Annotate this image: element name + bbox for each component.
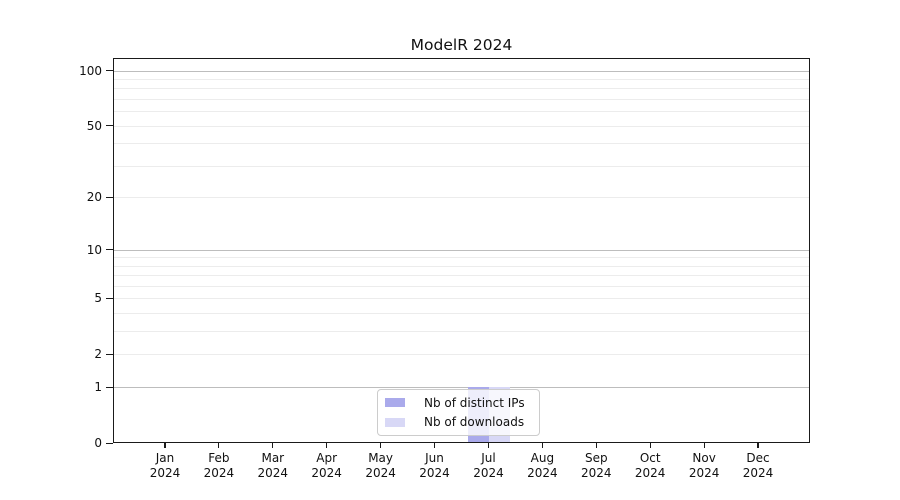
minor-gridline [114,265,809,267]
x-tick-label: Sep 2024 [581,451,612,480]
y-tick-label: 5 [94,291,102,306]
legend-entry-distinct-ips: Nb of distinct IPs [385,394,531,411]
x-tick-label: Jan 2024 [149,451,181,480]
x-tick-label: Jun 2024 [419,451,450,480]
x-tickmark [218,443,220,448]
x-tickmark [541,443,543,448]
legend-swatch-distinct-ips-icon [385,398,405,408]
x-tickmark [595,443,597,448]
legend-entry-downloads: Nb of downloads [385,414,531,431]
y-tick-label: 1 [94,380,102,395]
legend-swatch-downloads-icon [385,417,405,427]
x-tickmark [487,443,490,448]
minor-gridline [114,99,809,100]
minor-gridline [114,354,809,356]
y-tickmark [106,353,113,355]
minor-gridline [114,257,809,259]
x-tickmark [272,443,274,448]
x-tickmark [649,443,651,448]
minor-gridline [114,88,809,90]
major-gridline [114,249,809,251]
y-tickmark [106,386,113,388]
x-tickmark [433,443,436,448]
minor-gridline [114,298,809,300]
x-tickmark [380,443,382,448]
minor-gridline [114,331,809,333]
minor-gridline [114,143,809,145]
x-tick-label: Apr 2024 [311,451,342,480]
minor-gridline [114,275,809,277]
x-tickmark [164,443,166,448]
x-tick-label: Dec 2024 [742,451,774,480]
y-tickmark [106,442,113,444]
minor-gridline [114,313,809,315]
y-tickmark [106,125,113,127]
major-gridline [114,387,809,389]
x-tick-label: Oct 2024 [634,451,666,480]
minor-gridline [114,197,809,199]
x-tick-label: Jul 2024 [473,451,504,480]
y-tick-label: 100 [79,63,102,78]
x-tick-label: Aug 2024 [527,451,558,480]
y-tick-label: 0 [94,436,102,450]
minor-gridline [114,165,809,167]
y-tick-label: 20 [86,190,102,205]
x-tickmark [703,443,705,448]
legend-label-downloads: Nb of downloads [424,415,525,430]
x-tick-label: Mar 2024 [257,451,289,480]
x-tickmark [757,443,759,448]
y-tick-label: 10 [86,242,102,257]
y-tickmark [106,249,113,251]
x-tick-label: Nov 2024 [688,451,720,480]
y-tick-label: 2 [94,347,102,362]
x-tickmark [326,443,328,448]
minor-gridline [114,111,809,113]
minor-gridline [114,286,809,287]
minor-gridline [114,125,809,127]
legend-label-distinct-ips: Nb of distinct IPs [424,395,525,410]
major-gridline [114,70,809,72]
legend: Nb of distinct IPs Nb of downloads [377,389,540,436]
y-tick-label: 50 [86,118,102,133]
minor-gridline [114,79,809,80]
y-tickmark [106,196,113,198]
x-tick-label: May 2024 [365,451,396,480]
y-tickmark [106,297,113,300]
y-tickmark [106,70,113,72]
x-tick-label: Feb 2024 [203,451,235,480]
chart-title: ModelR 2024 [410,36,513,54]
